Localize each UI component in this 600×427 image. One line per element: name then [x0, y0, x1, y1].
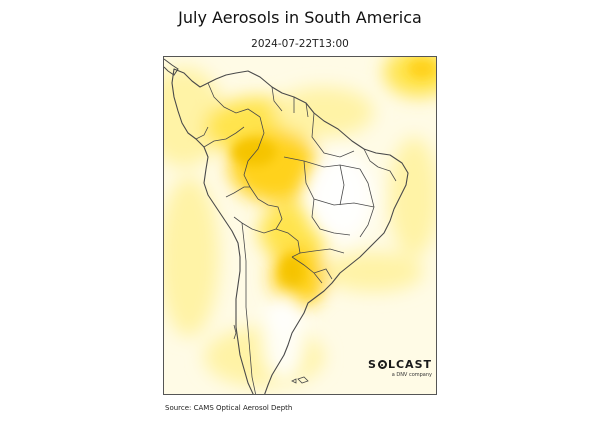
central-america-outline: [164, 58, 179, 76]
plume-northeast: [274, 87, 374, 137]
plume-east-atlantic: [389, 137, 436, 257]
sun-icon: [377, 360, 387, 369]
border-colombia-venezuela: [207, 82, 261, 118]
border-brazil-states-3: [303, 160, 375, 208]
border-brazil-states-1: [311, 112, 355, 158]
logo-tagline: a DNV company: [391, 372, 432, 378]
logo-text-end: LCAST: [387, 358, 432, 371]
border-guyanas: [293, 97, 309, 118]
plume-south-atlantic: [324, 252, 424, 292]
source-caption: Source: CAMS Optical Aerosol Depth: [165, 404, 293, 412]
clear-brazil: [304, 152, 374, 242]
border-brazil-states-2: [283, 156, 361, 170]
solcast-logo: S LCAST a DNV company: [362, 358, 432, 378]
hotspot-atlantic: [408, 59, 436, 79]
border-brazil-states-4: [339, 164, 345, 206]
solcast-wordmark: S LCAST: [362, 358, 432, 371]
country-borders: [195, 82, 397, 394]
border-argentina-uruguay: [291, 256, 323, 284]
border-brazil-states-7: [299, 248, 345, 254]
border-brazil-states-8: [377, 166, 397, 182]
clear-areas: [262, 152, 374, 382]
border-brazil-states-6: [311, 198, 351, 236]
border-brazil-states-9: [363, 148, 379, 168]
hotspot-amazon: [232, 138, 276, 166]
border-paraguay: [275, 228, 301, 258]
border-brazil-states-5: [359, 168, 375, 238]
hotspot-pampas: [280, 254, 304, 290]
chiloe-island: [233, 324, 237, 340]
plume-west-pacific: [164, 67, 224, 167]
border-uruguay-brazil: [313, 268, 333, 280]
map-title: July Aerosols in South America: [178, 8, 422, 27]
map-timestamp: 2024-07-22T13:00: [251, 38, 349, 50]
border-colombia-peru: [203, 126, 245, 148]
plume-pacific-coast: [164, 177, 219, 337]
falkland-west: [291, 378, 297, 384]
border-ecuador: [195, 126, 209, 140]
falkland-islands: [291, 376, 309, 384]
border-chile-argentina: [241, 222, 256, 394]
falkland-east: [297, 376, 309, 384]
border-venezuela-guyana: [271, 86, 283, 112]
aerosol-map: [163, 56, 437, 395]
border-peru-bolivia: [225, 186, 250, 198]
aerosol-map-svg: [164, 57, 436, 394]
logo-text-start: S: [368, 358, 377, 371]
clear-patagonia: [262, 292, 306, 382]
aerosol-hotspots: [232, 59, 436, 290]
